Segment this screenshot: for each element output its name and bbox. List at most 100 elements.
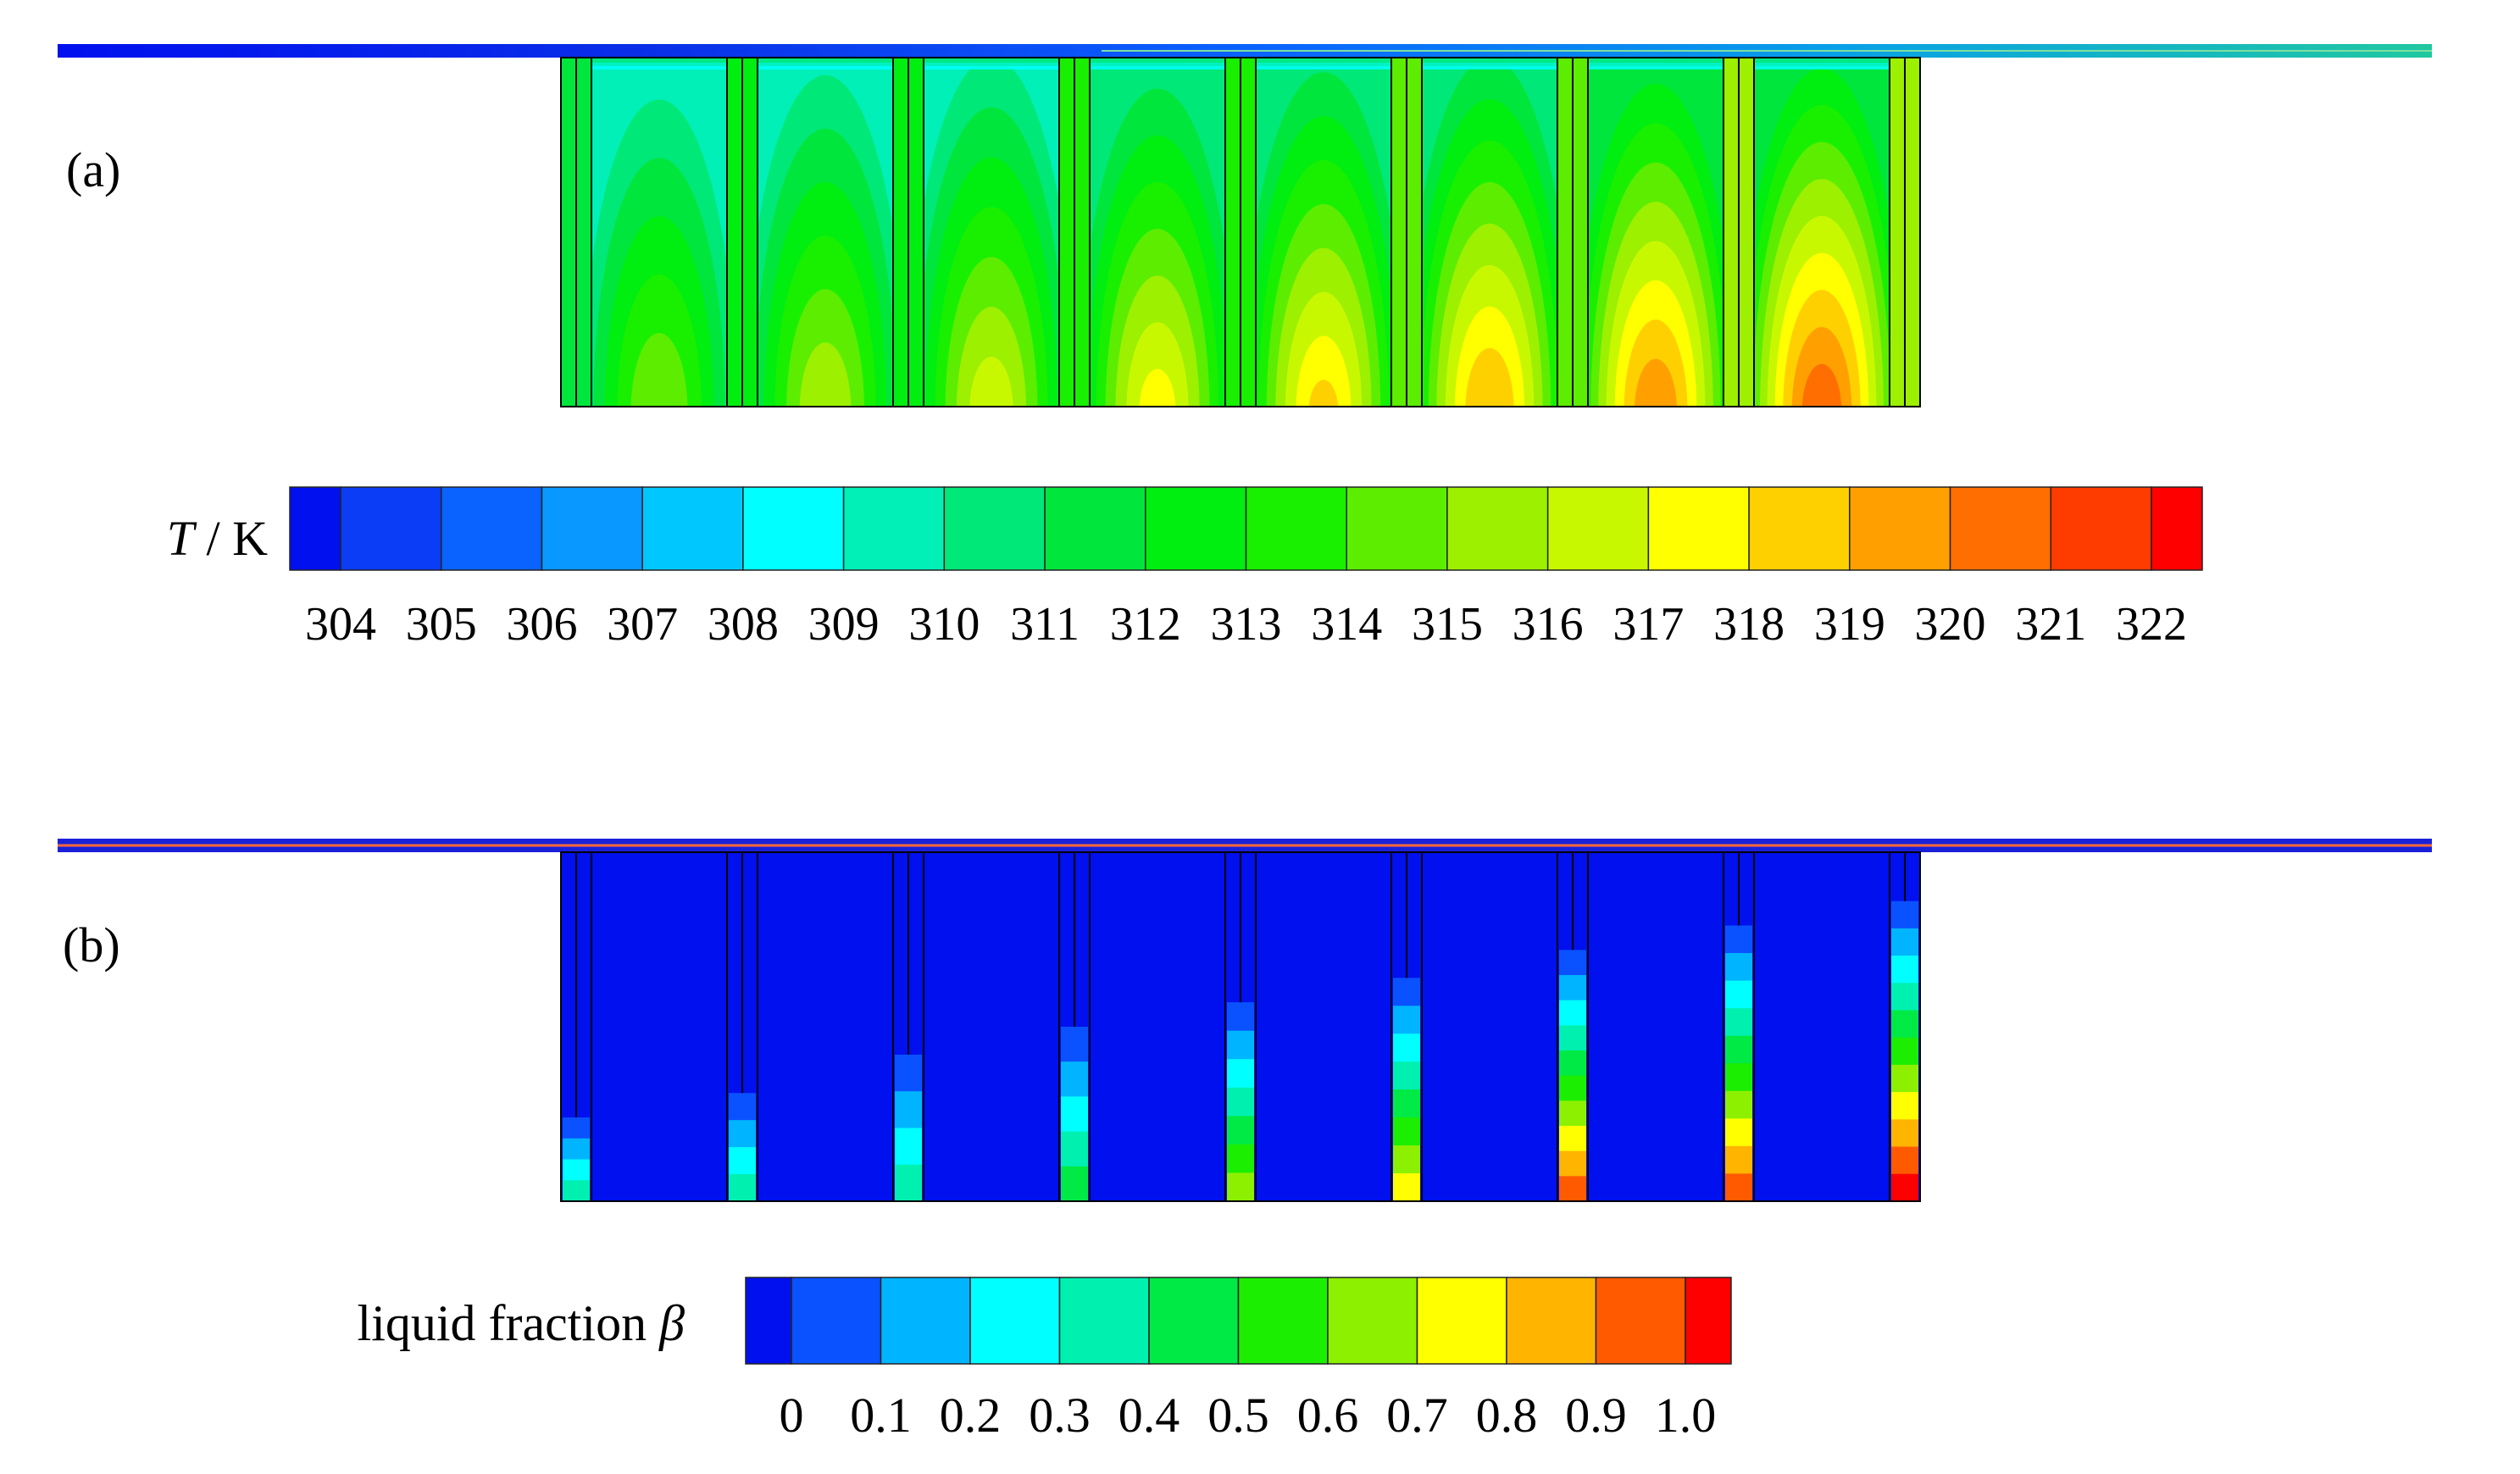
temperature-colorbar-swatch xyxy=(289,486,341,571)
temperature-cell xyxy=(1588,58,1723,407)
panel-b-label: (b) xyxy=(63,917,120,973)
temperature-cell xyxy=(591,58,727,407)
temperature-colorbar-swatch xyxy=(1949,486,2052,571)
liquid-fraction-band xyxy=(563,1180,590,1201)
liquid-fraction-band xyxy=(1393,1173,1420,1201)
temperature-contour-band xyxy=(1126,322,1189,407)
temperature-top-band xyxy=(1422,58,1557,63)
temperature-colorbar-ticks: 304 305 306 307 308 309 310 311 312 313 314 315 316 3… xyxy=(305,598,2187,651)
liquid-fraction-fin xyxy=(1058,851,1091,1202)
liquid-fraction-colorbar-swatch xyxy=(745,1277,792,1365)
temperature-cell xyxy=(1754,58,1890,407)
temperature-contour-band xyxy=(1801,363,1842,407)
liquid-fraction-fin xyxy=(560,851,592,1202)
liquid-fraction-fin xyxy=(1723,851,1755,1202)
temperature-colorbar-tick-label: 315 xyxy=(1412,598,1483,651)
temperature-top-band xyxy=(591,58,727,63)
temperature-colorbar-tick-label: 311 xyxy=(1010,598,1080,651)
temperature-contour-band xyxy=(956,307,1027,407)
liquid-fraction-colorbar-tick-label: 0.3 xyxy=(1029,1388,1091,1443)
temperature-colorbar xyxy=(289,486,2203,571)
temperature-domain-border xyxy=(560,57,1921,407)
liquid-fraction-fins xyxy=(560,851,1921,1202)
temperature-colorbar-swatch xyxy=(1849,486,1951,571)
temperature-contour-band xyxy=(1139,368,1176,407)
temperature-colorbar-tick-label: 316 xyxy=(1513,598,1584,651)
temperature-top-band xyxy=(1754,58,1890,63)
liquid-fraction-colorbar-swatch xyxy=(1595,1277,1686,1365)
liquid-fraction-fin xyxy=(726,851,758,1202)
temperature-contour-band xyxy=(1791,326,1852,407)
liquid-fraction-fin xyxy=(1224,851,1257,1202)
liquid-fraction-colorbar-swatch xyxy=(1506,1277,1597,1365)
temperature-contour-band xyxy=(1296,335,1352,407)
temperature-colorbar-swatch xyxy=(742,486,845,571)
temperature-contour-band xyxy=(630,333,688,407)
temperature-colorbar-tick-label: 307 xyxy=(607,598,678,651)
temperature-cell xyxy=(1090,58,1225,407)
temperature-colorbar-tick-label: 322 xyxy=(2116,598,2187,651)
liquid-fraction-colorbar-tick-label: 0 xyxy=(780,1388,804,1443)
temperature-colorbar-swatch xyxy=(2151,486,2203,571)
liquid-fraction-colorbar-tick-label: 0.5 xyxy=(1207,1388,1269,1443)
temperature-colorbar-tick-label: 318 xyxy=(1713,598,1785,651)
panel-b: (b) liquid fraction β 0 0.1 0.2 0.3 0.4 0.5 0.… xyxy=(58,839,2432,1443)
temperature-colorbar-swatch xyxy=(2050,486,2152,571)
temperature-colorbar-tick-label: 312 xyxy=(1110,598,1181,651)
liquid-fraction-colorbar-swatch xyxy=(1148,1277,1240,1365)
liquid-fraction-domain-border xyxy=(560,851,1921,1202)
temperature-colorbar-tick-label: 313 xyxy=(1211,598,1282,651)
liquid-fraction-colorbar-swatch xyxy=(880,1277,971,1365)
temperature-colorbar-tick-label: 305 xyxy=(406,598,477,651)
liquid-fraction-band xyxy=(1891,1173,1918,1201)
temperature-contour-band xyxy=(799,342,852,407)
liquid-fraction-colorbar-swatch xyxy=(1237,1277,1329,1365)
panel-a: (a) T / K 304 305 306 307 308 309 310 311 312 313… xyxy=(58,44,2432,651)
liquid-fraction-fin xyxy=(1557,851,1589,1202)
liquid-fraction-colorbar-tick-label: 1.0 xyxy=(1655,1388,1717,1443)
temperature-colorbar-tick-label: 308 xyxy=(708,598,779,651)
liquid-fraction-colorbar xyxy=(745,1277,1732,1365)
panel-a-label: (a) xyxy=(66,142,120,197)
temperature-contour-band xyxy=(1635,358,1677,407)
liquid-fraction-fin xyxy=(892,851,924,1202)
temperature-contour-band xyxy=(1465,347,1514,407)
liquid-fraction-colorbar-swatch xyxy=(1685,1277,1732,1365)
liquid-fraction-colorbar-tick-label: 0.2 xyxy=(940,1388,1002,1443)
liquid-fraction-colorbar-swatch xyxy=(1416,1277,1507,1365)
liquid-fraction-band xyxy=(1227,1172,1254,1201)
liquid-fraction-colorbar-swatch xyxy=(1058,1277,1150,1365)
temperature-colorbar-title: T / K xyxy=(167,511,268,566)
liquid-fraction-colorbar-ticks: 0 0.1 0.2 0.3 0.4 0.5 0.6 0.7 0.8 0.9 1.0 xyxy=(780,1388,1717,1443)
liquid-fraction-band xyxy=(1061,1166,1088,1201)
temperature-field xyxy=(591,58,1890,407)
liquid-fraction-band xyxy=(1559,1176,1586,1201)
liquid-fraction-colorbar-tick-label: 0.8 xyxy=(1476,1388,1538,1443)
temperature-top-band xyxy=(1588,58,1723,63)
liquid-fraction-colorbar-tick-label: 0.7 xyxy=(1386,1388,1448,1443)
temperature-colorbar-swatch xyxy=(943,486,1046,571)
temperature-colorbar-swatch xyxy=(1748,486,1851,571)
temperature-colorbar-swatch xyxy=(1145,486,1247,571)
temperature-colorbar-tick-label: 310 xyxy=(908,598,980,651)
temperature-colorbar-tick-label: 304 xyxy=(305,598,376,651)
temperature-cell xyxy=(924,58,1059,407)
temperature-cell xyxy=(1422,58,1557,407)
liquid-fraction-band xyxy=(895,1164,922,1201)
liquid-fraction-colorbar-swatch xyxy=(1327,1277,1418,1365)
temperature-colorbar-swatch xyxy=(1245,486,1347,571)
temperature-contour-band xyxy=(1454,306,1525,407)
liquid-fraction-fin xyxy=(1390,851,1423,1202)
temperature-colorbar-swatch xyxy=(1647,486,1750,571)
temperature-colorbar-tick-label: 314 xyxy=(1311,598,1382,651)
temperature-cell xyxy=(1256,58,1391,407)
temperature-contour-band xyxy=(969,356,1013,407)
temperature-colorbar-tick-label: 321 xyxy=(2015,598,2086,651)
liquid-fraction-colorbar-title: liquid fraction β xyxy=(358,1295,686,1351)
liquid-fraction-colorbar-tick-label: 0.6 xyxy=(1297,1388,1359,1443)
temperature-top-band xyxy=(1256,58,1391,63)
temperature-colorbar-swatch xyxy=(842,486,946,571)
temperature-colorbar-swatch xyxy=(541,486,643,571)
temperature-colorbar-swatch xyxy=(440,486,543,571)
